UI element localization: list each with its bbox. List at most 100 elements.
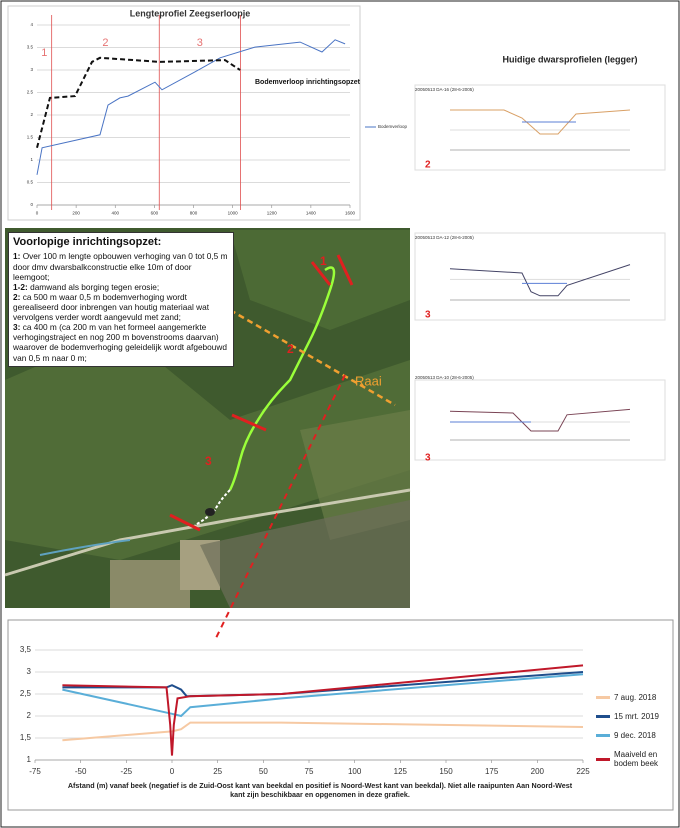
item-label: 3: [13, 322, 21, 333]
legend-entry: 9 dec. 2018 [596, 731, 676, 740]
legend-label: Bodemverloop [378, 124, 408, 129]
legend-swatch [596, 715, 610, 718]
y-tick-label: 2 [27, 711, 32, 720]
x-tick-label: 800 [190, 211, 198, 216]
x-tick-label: 1400 [306, 211, 317, 216]
x-tick-label: 150 [439, 767, 453, 776]
y-tick-label: 1 [30, 157, 33, 162]
y-tick-label: 1 [27, 755, 32, 764]
legend-entry: Maaiveld en bodem beek [596, 750, 676, 768]
legend-swatch [596, 696, 610, 699]
x-tick-label: 0 [36, 211, 39, 216]
legend-label: 9 dec. 2018 [614, 731, 656, 740]
x-tick-label: -25 [121, 767, 133, 776]
legend-label: 15 mrt. 2019 [614, 712, 659, 721]
x-tick-label: -50 [75, 767, 87, 776]
legend-entry: 15 mrt. 2019 [596, 712, 676, 721]
legend-swatch [596, 757, 610, 761]
connector [214, 374, 346, 641]
x-tick-label: 1000 [228, 211, 239, 216]
profile-label: 3 [425, 453, 431, 464]
profile-label: 2 [425, 160, 431, 171]
x-axis-title: Afstand (m) vanaf beek (negatief is de Z… [67, 781, 573, 799]
item-text: ca 400 m (ca 200 m van het formeel aange… [13, 322, 228, 363]
panel-item: 1-2: damwand als borging tegen erosie; [13, 282, 229, 292]
y-tick-label: 2,5 [20, 689, 32, 698]
map-label: Raai [355, 373, 382, 388]
annotation: Bodemverloop inrichtingsopzet [255, 79, 361, 86]
series-line [62, 721, 584, 742]
y-tick-label: 1,5 [20, 733, 32, 742]
x-tick-label: 25 [213, 767, 222, 776]
y-tick-label: 3,5 [20, 645, 32, 654]
y-tick-label: 0 [30, 202, 33, 207]
series-line [62, 673, 584, 718]
panel-item: 3: ca 400 m (ca 200 m van het formeel aa… [13, 322, 229, 362]
x-tick-label: 1200 [267, 211, 278, 216]
profile-label: 3 [425, 310, 431, 321]
x-tick-label: 225 [576, 767, 590, 776]
series-line [36, 39, 346, 175]
legend: 7 aug. 2018 15 mrt. 2019 9 dec. 2018 Maaive… [596, 693, 676, 778]
panel-item: 1: Over 100 m lengte opbouwen verhoging … [13, 251, 229, 281]
section-label: 3 [197, 37, 203, 49]
legend-swatch [596, 734, 610, 737]
item-label: 2: [13, 291, 21, 302]
x-tick-label: 125 [394, 767, 408, 776]
y-tick-label: 4 [30, 22, 33, 27]
y-tick-label: 2.5 [27, 90, 34, 95]
series-line [449, 264, 631, 297]
x-tick-label: 175 [485, 767, 499, 776]
series-line [36, 56, 241, 149]
x-tick-label: 400 [111, 211, 119, 216]
item-text: ca 500 m waar 0,5 m bodemverhoging wordt… [13, 291, 210, 323]
panel-item: 2: ca 500 m waar 0,5 m bodemverhoging wo… [13, 292, 229, 322]
plot-frame [414, 379, 666, 461]
chart-frame [7, 5, 361, 221]
section-label: 1 [41, 47, 47, 59]
y-tick-label: 3.5 [27, 45, 34, 50]
x-tick-label: -75 [29, 767, 41, 776]
map-label: 2 [287, 342, 294, 356]
legend-label: 7 aug. 2018 [614, 693, 657, 702]
text-panel: Voorlopige inrichtingsopzet: 1: Over 100… [8, 232, 234, 367]
panel-title: Voorlopige inrichtingsopzet: [13, 236, 162, 248]
chart-frame [7, 619, 674, 811]
x-tick-label: 50 [259, 767, 268, 776]
item-label: 1: [13, 251, 21, 262]
y-tick-label: 3 [27, 667, 32, 676]
chart-title: 20050513 DA-12 (28-6-2005) [415, 235, 474, 240]
x-tick-label: 200 [72, 211, 80, 216]
y-tick-label: 0.5 [27, 180, 34, 185]
legend-entry: 7 aug. 2018 [596, 693, 676, 702]
chart-title: 20050513 DA-10 (28-6-2005) [415, 375, 474, 380]
series-line [449, 408, 631, 432]
section-label: 2 [102, 37, 108, 49]
y-tick-label: 2 [30, 112, 33, 117]
map-label: 3 [205, 454, 212, 468]
map-label: 1 [320, 254, 327, 268]
chart-title: 20050513 DA-16 (28-6-2005) [415, 87, 474, 92]
x-tick-label: 200 [531, 767, 545, 776]
x-tick-label: 1600 [345, 211, 356, 216]
legend-label: Maaiveld en bodem beek [614, 750, 659, 768]
item-text: Over 100 m lengte opbouwen verhoging van… [13, 251, 228, 282]
plot-frame [414, 232, 666, 321]
item-text: damwand als borging tegen erosie; [30, 281, 160, 292]
y-tick-label: 3 [30, 67, 33, 72]
series-line [62, 671, 584, 698]
x-tick-label: 100 [348, 767, 362, 776]
x-tick-label: 600 [151, 211, 159, 216]
item-label: 1-2: [13, 281, 28, 292]
x-tick-label: 0 [170, 767, 175, 776]
plot-frame [414, 84, 666, 171]
y-tick-label: 1.5 [27, 135, 34, 140]
series-line [62, 664, 584, 756]
series-line [450, 109, 631, 135]
chart-title: Lengteprofiel Zeegserloopje [130, 8, 251, 18]
x-tick-label: 75 [305, 767, 314, 776]
heading: Huidige dwarsprofielen (legger) [502, 54, 637, 64]
